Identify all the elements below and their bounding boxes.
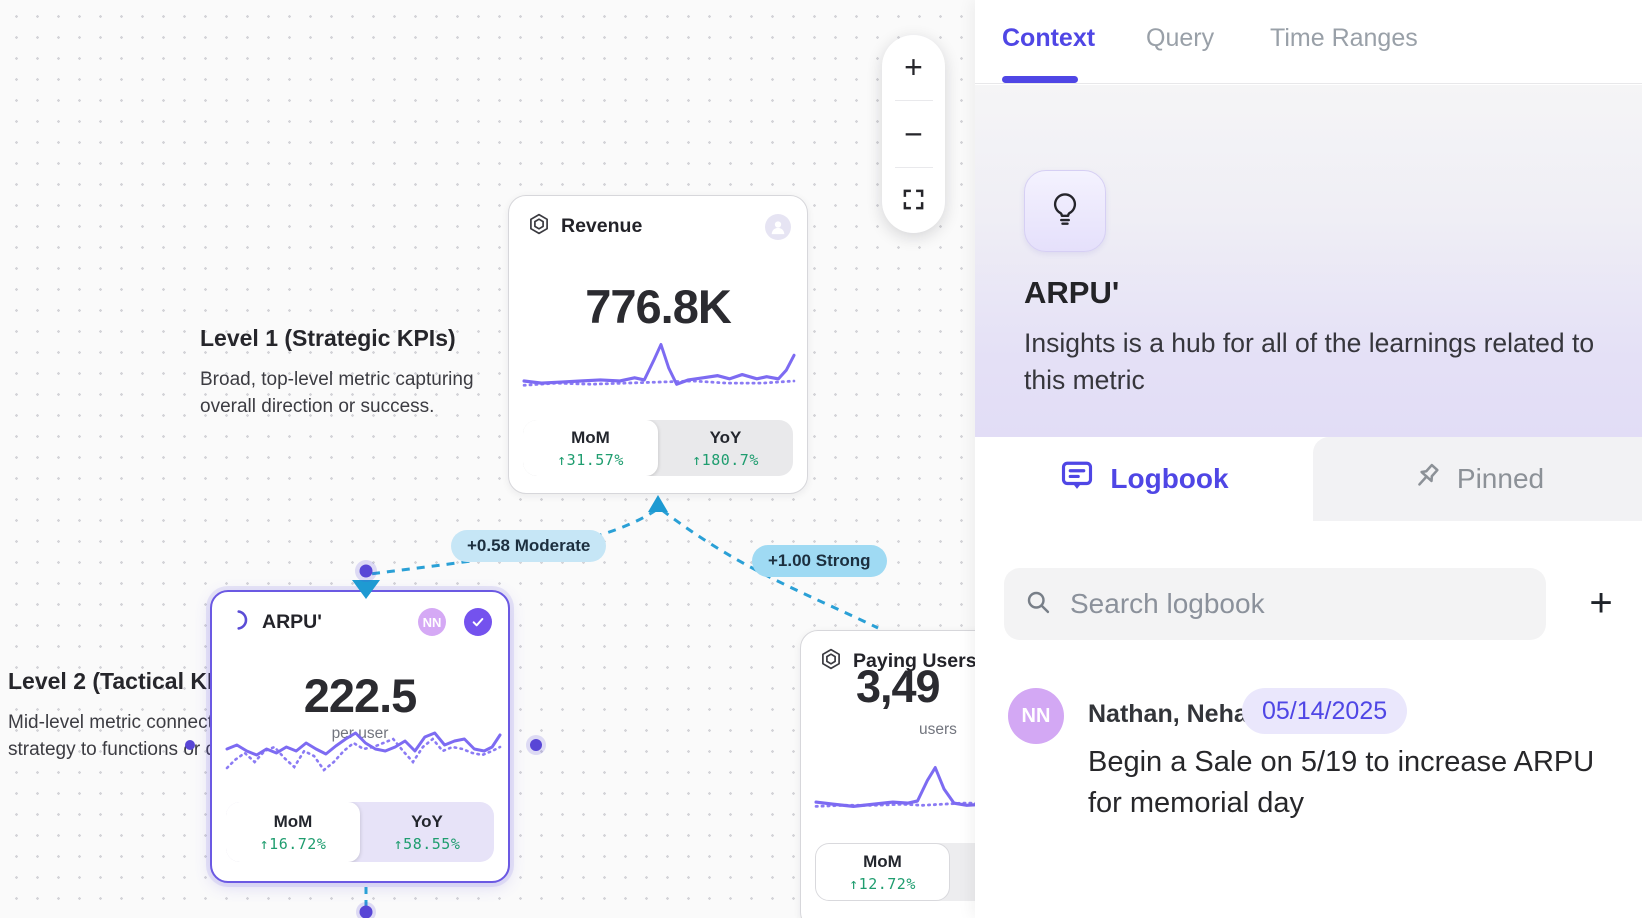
yoy-label: YoY [411,811,443,831]
revenue-sparkline [522,342,796,387]
author-name: Nathan, Neha [1088,700,1248,728]
tab-context[interactable]: Context [1002,24,1096,52]
search-input[interactable] [1070,588,1526,620]
tab-pinned-label: Pinned [1456,463,1545,494]
panel-metric-description: Insights is a hub for all of the learnin… [1024,328,1595,395]
lightbulb-icon [1046,190,1084,233]
yoy-toggle[interactable] [950,843,975,901]
logbook-search-row: + [975,521,1642,641]
card-title: ARPU' [262,610,322,633]
correlation-label-strong: +1.00 Strong [752,545,887,577]
add-logbook-entry-button[interactable]: + [1589,580,1613,625]
arpu-sparkline [225,731,502,772]
mom-toggle[interactable]: MoM ↑16.72% [226,802,360,862]
owner-avatar-icon [765,213,791,240]
tab-logbook[interactable]: Logbook [975,437,1313,521]
toolbar-divider [894,100,933,102]
metric-value: 3,49 [856,661,941,712]
tab-query[interactable]: Query [1146,24,1215,52]
hexagon-metric-icon [819,647,843,676]
metric-card-arpu[interactable]: ARPU' NN 222.5 per user MoM ↑16.72% YoY [210,590,510,883]
canvas-zoom-toolbar: + − [882,35,945,233]
moon-metric-icon [230,609,252,636]
yoy-toggle[interactable]: YoY ↑58.55% [360,802,494,862]
yoy-value: ↑58.55% [393,834,461,853]
tab-logbook-label: Logbook [1110,463,1229,494]
mom-toggle[interactable]: MoM ↑31.57% [523,420,658,476]
pin-icon [1411,460,1443,499]
active-tab-underline [1002,76,1078,83]
paying-users-sparkline [814,766,975,808]
metric-tree-canvas[interactable]: Level 1 (Strategic KPIs) Broad, top-leve… [0,0,975,918]
logbook-pinned-tabs: Logbook Pinned [975,437,1642,521]
tab-pinned[interactable]: Pinned [1313,437,1642,521]
fullscreen-icon [902,182,925,219]
level1-title: Level 1 (Strategic KPIs) [200,325,456,351]
mom-value: ↑31.57% [557,450,624,469]
zoom-in-button[interactable]: + [904,49,923,86]
hexagon-metric-icon [527,212,551,241]
mom-label: MoM [273,811,313,831]
arrowhead-into-revenue [648,495,668,512]
level2-title: Level 2 (Tactical KPIs [8,668,242,694]
level1-desc-line2: overall direction or success. [200,396,435,417]
entry-date-badge: 05/14/2025 [1242,688,1408,734]
level1-desc-line1: Broad, top-level metric capturing [200,369,474,390]
metric-context-header: ARPU' Insights is a hub for all of the l… [975,85,1642,437]
metric-card-paying-users[interactable]: Paying Users' 3,49 users MoM ↑12.72% [800,630,975,918]
panel-tab-bar: Context Query Time Ranges [975,0,1642,84]
level2-desc-line1: Mid-level metric connecting [8,712,239,733]
logbook-search[interactable] [1004,568,1546,640]
context-panel: Context Query Time Ranges ARPU' Insights… [975,0,1642,918]
level1-annotation: Level 1 (Strategic KPIs) Broad, top-leve… [200,325,474,420]
yoy-value: ↑180.7% [692,450,759,469]
toolbar-divider [894,166,933,168]
card-title: Paying Users' [853,650,975,672]
yoy-toggle[interactable]: YoY ↑180.7% [658,420,793,476]
entry-text: Begin a Sale on 5/19 to increase ARPU fo… [1088,746,1595,819]
metric-value: 776.8K [585,280,732,333]
yoy-label: YoY [709,427,742,447]
mom-value: ↑12.72% [849,874,916,893]
arpu-top-handle[interactable] [359,564,373,578]
search-icon [1024,588,1052,621]
tab-time-ranges[interactable]: Time Ranges [1270,24,1418,52]
mom-label: MoM [571,427,610,447]
mom-value: ↑16.72% [259,834,327,853]
owner-initials-badge[interactable]: NN [418,608,446,636]
card-title: Revenue [561,215,643,237]
logbook-chat-icon [1059,458,1095,501]
author-avatar: NN [1008,688,1064,744]
arpu-bottom-handle[interactable] [359,905,373,918]
arpu-right-handle[interactable] [530,739,542,751]
fit-view-button[interactable] [882,168,945,233]
metric-value: 222.5 [303,669,418,722]
metric-card-revenue[interactable]: Revenue 776.8K MoM ↑31.57% YoY ↑180.7% [508,195,808,494]
verified-check-icon[interactable] [464,608,492,636]
mom-label: MoM [863,851,902,871]
mom-toggle[interactable]: MoM ↑12.72% [815,843,950,901]
zoom-out-button[interactable]: − [904,115,923,152]
insight-tile [1024,170,1106,252]
panel-metric-title: ARPU' [1024,275,1120,310]
correlation-label-moderate: +0.58 Moderate [451,530,607,562]
metric-unit: users [919,721,957,738]
